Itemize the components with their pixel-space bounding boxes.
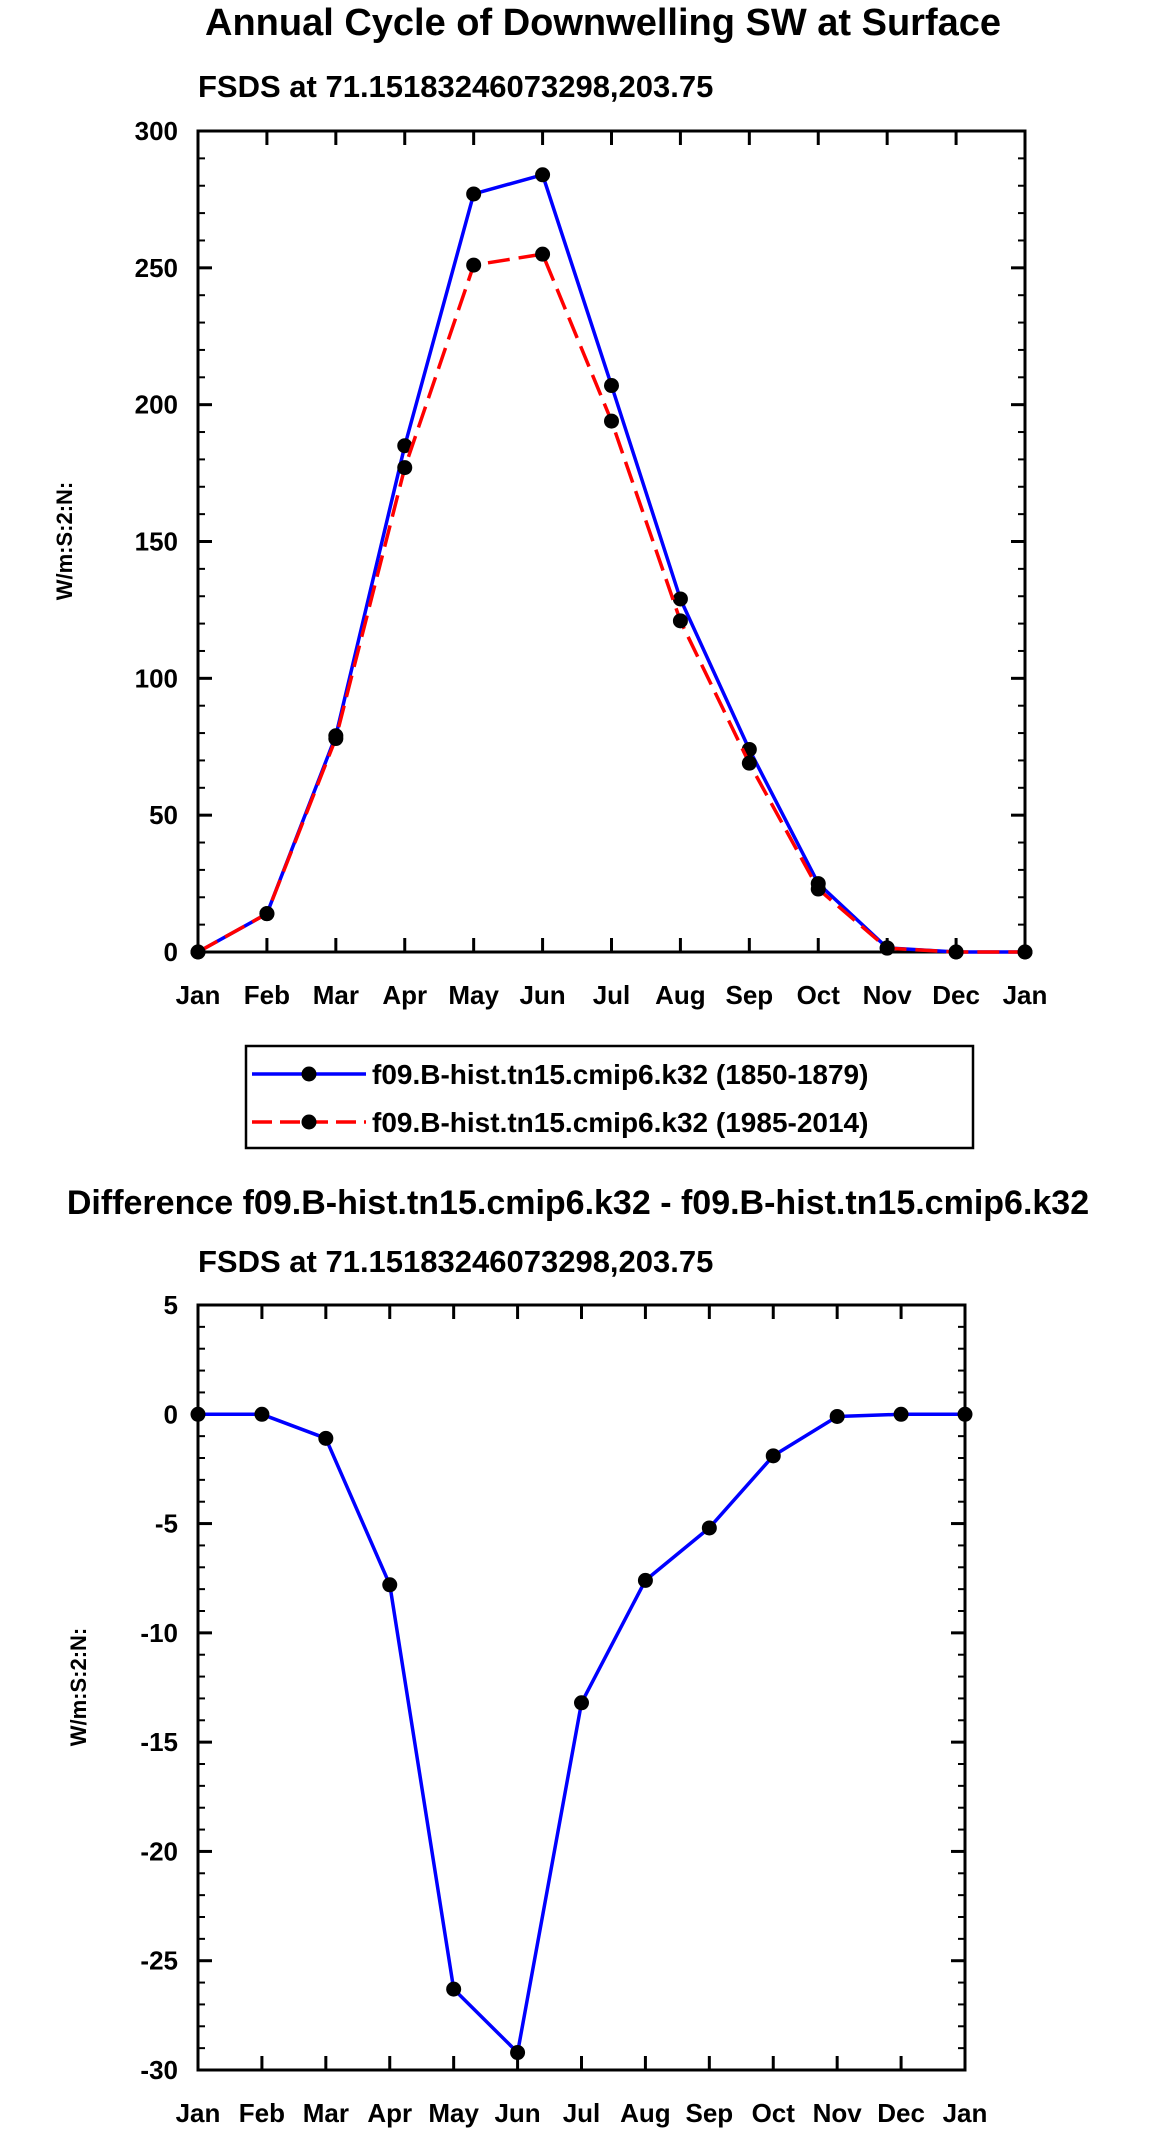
chart2-frame bbox=[196, 1303, 967, 2072]
chart2-xtick-label: Mar bbox=[303, 2098, 349, 2128]
chart2-xtick-label: Feb bbox=[239, 2098, 285, 2128]
chart1-xtick-label: Jul bbox=[593, 980, 631, 1010]
chart2-xtick-label: Dec bbox=[877, 2098, 925, 2128]
chart2-xtick-label: Jun bbox=[494, 2098, 540, 2128]
chart2-series-1-point bbox=[829, 1408, 845, 1424]
chart2-xtick-label: Jan bbox=[943, 2098, 988, 2128]
chart1-xtick-label: Feb bbox=[244, 980, 290, 1010]
chart1-series-2-point bbox=[535, 246, 551, 262]
chart2-series-1-point bbox=[446, 1981, 462, 1997]
chart2-series-1-point bbox=[701, 1520, 717, 1536]
chart2-xtick-label: May bbox=[428, 2098, 479, 2128]
chart1-xtick-label: Jan bbox=[1003, 980, 1048, 1010]
chart2-ytick-label: -30 bbox=[140, 2055, 178, 2085]
chart1-xtick-label: May bbox=[448, 980, 499, 1010]
chart2-series-1-point bbox=[510, 2045, 526, 2061]
legend-swatch-marker-1 bbox=[301, 1066, 317, 1082]
chart1-ytick-label: 150 bbox=[135, 527, 178, 557]
chart1-series-2-point bbox=[259, 906, 275, 922]
chart1-series-1-point bbox=[535, 167, 551, 183]
chart1-frame bbox=[196, 129, 1027, 954]
chart1-series-2-point bbox=[741, 755, 757, 771]
chart2-xtick-label: Jan bbox=[176, 2098, 221, 2128]
chart1-xtick-label: Nov bbox=[863, 980, 913, 1010]
chart1-series-2-point bbox=[948, 944, 964, 960]
chart2-series-1-point bbox=[765, 1448, 781, 1464]
chart1-xtick-label: Sep bbox=[725, 980, 773, 1010]
chart1-plot: 0 50 100 150 200 250 300 Jan Feb Mar Apr May Jun Jul A… bbox=[52, 116, 1047, 1010]
legend-swatch-marker-2 bbox=[301, 1114, 317, 1130]
chart1-series-2-point bbox=[672, 613, 688, 629]
chart2-series-1-point bbox=[957, 1406, 973, 1422]
chart2-series-1-line bbox=[198, 1412, 965, 2055]
chart1-ytick-label: 300 bbox=[135, 116, 178, 146]
chart2-series-1-point bbox=[637, 1572, 653, 1588]
chart1-xtick-label: Aug bbox=[655, 980, 706, 1010]
chart2-ytick-label: 5 bbox=[164, 1290, 178, 1320]
chart1-series-1-point bbox=[604, 378, 619, 394]
chart2-ytick-label: -5 bbox=[155, 1509, 178, 1539]
chart1-series-1-point bbox=[466, 186, 482, 202]
chart1-ytick-label: 100 bbox=[135, 663, 178, 693]
chart2-xtick-label: Aug bbox=[620, 2098, 671, 2128]
chart1-xtick-label: Dec bbox=[932, 980, 980, 1010]
chart1-series-2-point bbox=[466, 257, 482, 273]
chart2-ylabel: W/m:S:2:N: bbox=[66, 1628, 91, 1747]
chart2-ytick-label: -15 bbox=[140, 1727, 178, 1757]
chart1-series-2-point bbox=[1017, 944, 1033, 960]
chart1-series-2-point bbox=[397, 460, 413, 476]
chart2-subtitle: FSDS at 71.15183246073298,203.75 bbox=[198, 1244, 713, 1279]
chart1-series-2-line bbox=[197, 252, 1025, 954]
chart2-title: Difference f09.B-hist.tn15.cmip6.k32 - f… bbox=[67, 1184, 1089, 1222]
chart1-xtick-label: Jun bbox=[519, 980, 565, 1010]
chart1-series-2-point bbox=[328, 731, 344, 747]
chart1-series-1-line bbox=[197, 173, 1025, 954]
chart2-series-1-point bbox=[254, 1406, 270, 1422]
chart2-plot: -30 -25 -20 -15 -10 -5 0 5 Jan Feb Mar Apr May Jun Jul… bbox=[66, 1290, 987, 2128]
chart2-xtick-label: Nov bbox=[813, 2098, 863, 2128]
chart2-xtick-label: Apr bbox=[367, 2098, 412, 2128]
legend-label-1: f09.B-hist.tn15.cmip6.k32 (1850-1879) bbox=[372, 1059, 868, 1090]
chart1-series-2-point bbox=[190, 944, 206, 960]
chart2-series-1-point bbox=[893, 1406, 909, 1422]
chart1-series-2-point bbox=[879, 940, 895, 956]
chart2-series-1-point bbox=[382, 1577, 398, 1593]
chart1-ylabel: W/m:S:2:N: bbox=[52, 482, 77, 601]
chart1-subtitle: FSDS at 71.15183246073298,203.75 bbox=[198, 69, 713, 104]
chart1-xtick-label: Jan bbox=[176, 980, 221, 1010]
chart1-ytick-label: 250 bbox=[135, 253, 178, 283]
chart2-xtick-label: Sep bbox=[685, 2098, 733, 2128]
legend-label-2: f09.B-hist.tn15.cmip6.k32 (1985-2014) bbox=[372, 1107, 868, 1138]
chart1-xtick-label: Mar bbox=[313, 980, 359, 1010]
chart2-ytick-label: -10 bbox=[140, 1618, 178, 1648]
legend-box bbox=[244, 1044, 975, 1150]
chart2-series-1-point bbox=[574, 1695, 589, 1711]
chart1-legend: f09.B-hist.tn15.cmip6.k32 (1850-1879) f09… bbox=[244, 1044, 975, 1150]
chart2-ytick-label: 0 bbox=[164, 1399, 178, 1429]
chart1-series-2-point bbox=[810, 881, 826, 897]
chart1-ytick-label: 200 bbox=[135, 390, 178, 420]
chart1-xtick-label: Oct bbox=[797, 980, 841, 1010]
chart2-xtick-label: Jul bbox=[563, 2098, 601, 2128]
chart2-series-1-point bbox=[190, 1406, 206, 1422]
chart1-series-2-point bbox=[604, 413, 619, 429]
chart1-title: Annual Cycle of Downwelling SW at Surfac… bbox=[205, 2, 1001, 44]
chart2-ytick-label: -25 bbox=[140, 1946, 178, 1976]
chart2-xtick-label: Oct bbox=[752, 2098, 796, 2128]
chart1-ytick-label: 0 bbox=[164, 937, 178, 967]
chart1-ytick-label: 50 bbox=[149, 800, 178, 830]
chart1-xtick-label: Apr bbox=[382, 980, 427, 1010]
chart1-series-1-point bbox=[397, 438, 413, 454]
chart1-series-1-point bbox=[672, 591, 688, 607]
chart2-series-1-point bbox=[318, 1430, 334, 1446]
chart2-ytick-label: -20 bbox=[140, 1836, 178, 1866]
